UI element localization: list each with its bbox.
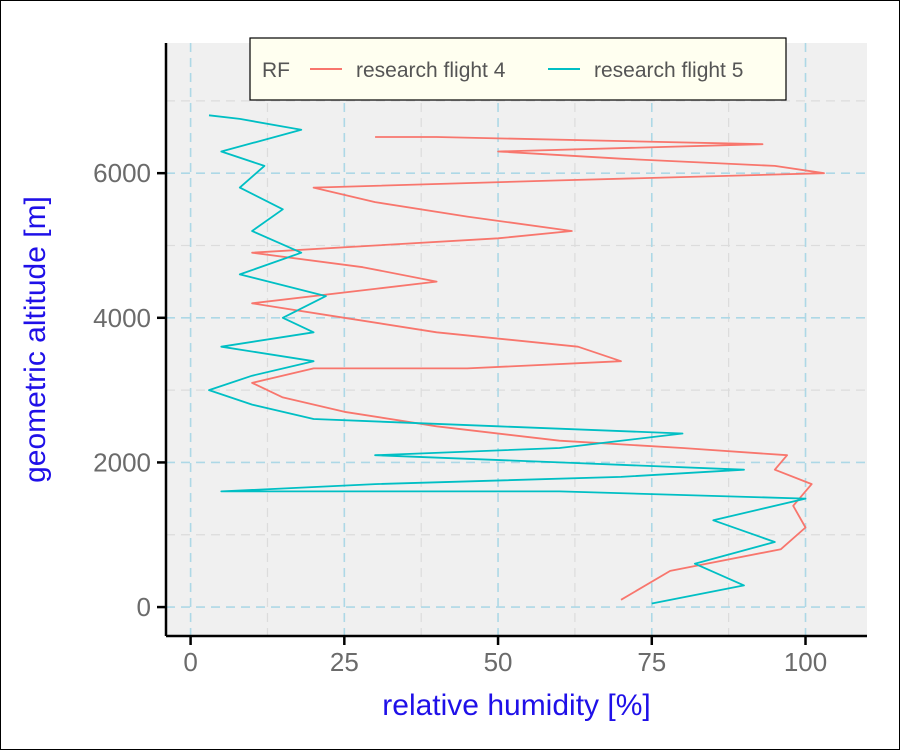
series-line-research-flight-5 bbox=[208, 114, 807, 605]
x-tick-label: 25 bbox=[330, 647, 359, 677]
legend-label-research-flight-5: research flight 5 bbox=[594, 59, 743, 82]
x-tick-label: 50 bbox=[484, 647, 513, 677]
y-tick-label: 2000 bbox=[93, 447, 151, 477]
axes bbox=[164, 43, 867, 638]
tick-layer: 0 25 50 75 100 0 2000 4000 6000 bbox=[93, 158, 827, 677]
legend: RF research flight 4 research flight 5 bbox=[249, 37, 787, 101]
y-axis-title: geometric altitude [m] bbox=[19, 196, 52, 483]
x-tick-label: 100 bbox=[784, 647, 827, 677]
minor-grid bbox=[166, 43, 867, 636]
x-tick-label: 75 bbox=[637, 647, 666, 677]
series-layer bbox=[208, 114, 825, 605]
y-tick-label: 6000 bbox=[93, 158, 151, 188]
legend-title: RF bbox=[262, 59, 290, 82]
legend-label-research-flight-4: research flight 4 bbox=[356, 59, 506, 82]
y-tick-label: 0 bbox=[137, 592, 151, 622]
series-line-research-flight-4 bbox=[251, 136, 825, 601]
x-tick-label: 0 bbox=[183, 647, 197, 677]
y-tick-label: 4000 bbox=[93, 303, 151, 333]
x-axis-title: relative humidity [%] bbox=[382, 689, 650, 722]
plot-panel bbox=[166, 43, 867, 636]
